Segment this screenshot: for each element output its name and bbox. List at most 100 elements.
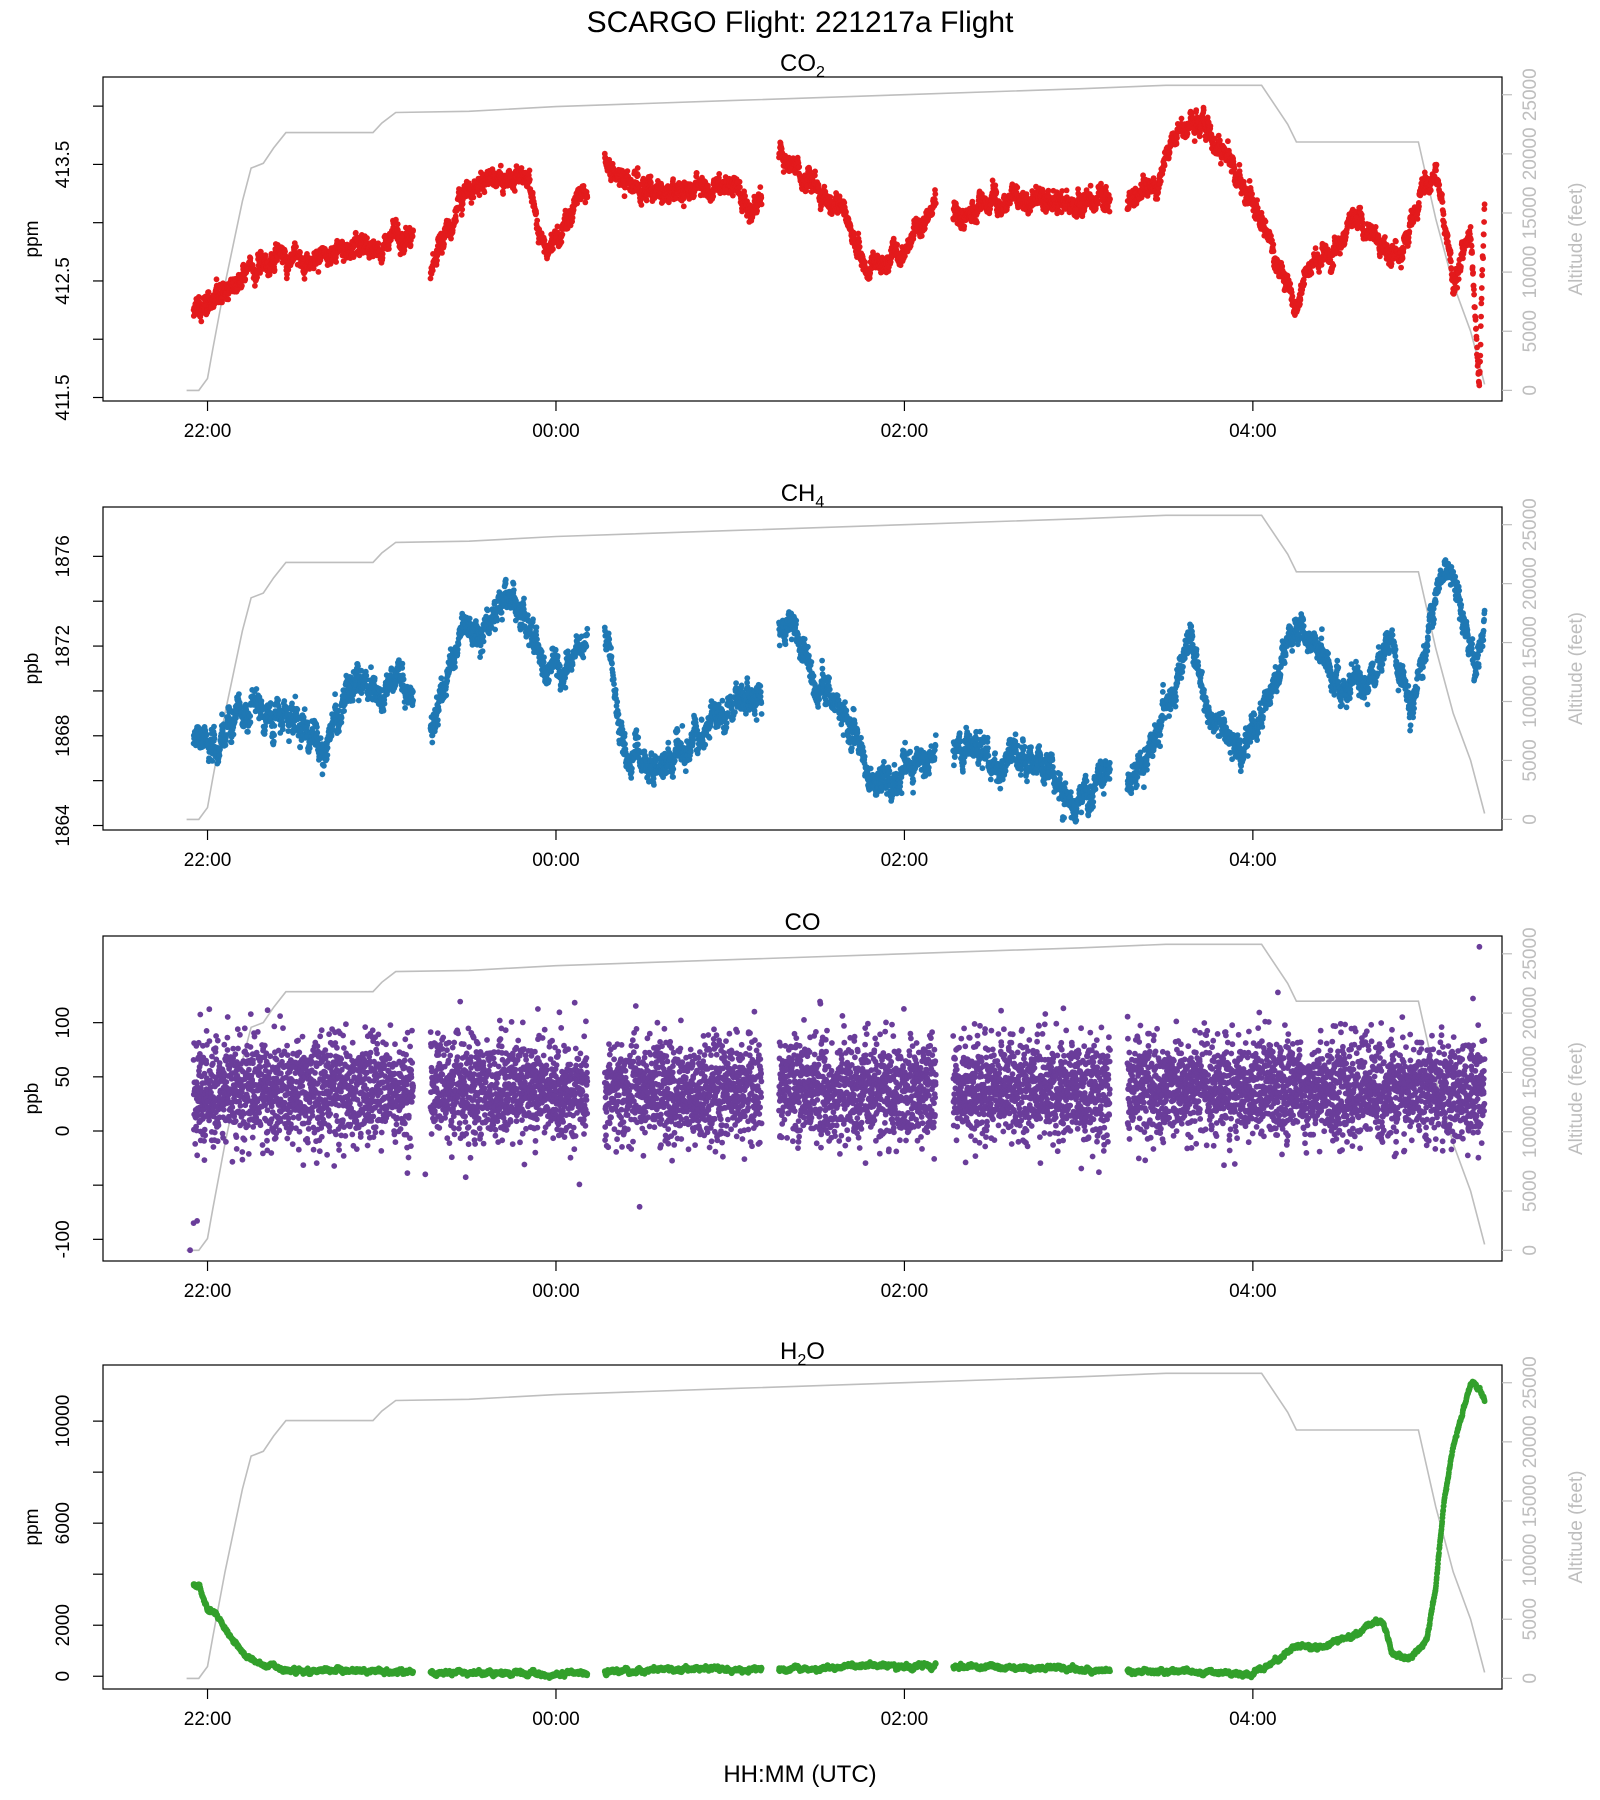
co2-point-31 <box>198 318 205 325</box>
co2-point-4643 <box>1433 161 1440 168</box>
co2-point-3551 <box>1161 162 1168 169</box>
ch4-point-53 <box>203 731 210 738</box>
co2-point-21 <box>195 294 202 300</box>
co2-point-3029 <box>1014 184 1021 191</box>
co2-ytick-label-4: 413.5 <box>53 141 74 189</box>
co2-point-4804 <box>1473 336 1480 342</box>
co2-point-4815 <box>1476 382 1483 389</box>
co2-point-1530 <box>606 156 613 163</box>
co2-point-3601 <box>1174 135 1180 141</box>
co2-point-4819 <box>1477 352 1484 359</box>
co2-alt-tick-label-0: 0 <box>1520 385 1541 396</box>
co2-point-741 <box>375 240 382 247</box>
co2-point-2616 <box>894 241 900 248</box>
co2-point-3401 <box>1107 196 1113 202</box>
co2-point-4817 <box>1476 368 1483 375</box>
ch4-point-104 <box>216 752 223 759</box>
co2-point-288 <box>262 252 269 259</box>
co2-point-4825 <box>1478 285 1485 291</box>
co2-point-1164 <box>497 162 504 169</box>
co2-point-1310 <box>534 217 541 224</box>
co2-point-881 <box>410 227 416 234</box>
co2-point-4781 <box>1468 236 1474 243</box>
co2-point-4507 <box>1399 255 1406 262</box>
co2-point-228 <box>247 255 254 262</box>
co2-point-3956 <box>1262 218 1269 225</box>
co2-point-4665 <box>1439 191 1445 198</box>
co2-point-3922 <box>1254 197 1260 204</box>
co2-point-4793 <box>1471 286 1477 293</box>
co2-point-207 <box>242 276 249 283</box>
co2-point-3735 <box>1207 123 1214 129</box>
co2-point-427 <box>297 249 303 256</box>
co2-point-1306 <box>533 210 540 217</box>
co2-point-1227 <box>513 163 520 170</box>
co2-point-4480 <box>1393 238 1399 245</box>
co2-point-3831 <box>1231 165 1238 172</box>
panels: CO2411.5412.5413.5ppm0500010000150002000… <box>22 50 1587 1730</box>
co2-point-4790 <box>1470 269 1476 276</box>
co2-point-4532 <box>1405 239 1412 246</box>
co2-point-4436 <box>1382 234 1388 240</box>
co2-point-1591 <box>621 193 628 200</box>
co2-point-4097 <box>1297 297 1304 303</box>
co2-point-4732 <box>1455 276 1462 282</box>
co2-alt-tick-label-1: 5000 <box>1520 310 1541 352</box>
co2-point-1645 <box>635 172 641 179</box>
co2-point-2769 <box>932 191 939 198</box>
co2-point-2026 <box>730 192 736 199</box>
co2-point-696 <box>364 235 370 241</box>
co2-point-4834 <box>1481 219 1487 225</box>
co2-point-4463 <box>1388 260 1395 267</box>
co2-point-1280 <box>526 176 533 183</box>
co2-point-1373 <box>550 246 556 253</box>
co2-point-1046 <box>468 200 475 206</box>
co2-point-2071 <box>741 188 747 195</box>
co2-point-882 <box>427 275 434 282</box>
co2-series <box>190 104 1488 389</box>
co2-point-1009 <box>459 206 466 213</box>
co2-point-3599 <box>1173 141 1180 147</box>
co2-point-3987 <box>1270 241 1277 248</box>
co2-point-1292 <box>529 189 536 196</box>
ch4-point-82 <box>211 723 217 730</box>
co2-point-4780 <box>1467 224 1474 230</box>
co2-point-2715 <box>918 233 925 239</box>
co2-point-1279 <box>526 167 533 174</box>
co2-point-4836 <box>1481 201 1488 208</box>
co2-point-3851 <box>1236 161 1243 168</box>
co2-xtick-label-2: 02:00 <box>881 421 929 442</box>
co2-point-4112 <box>1301 281 1308 287</box>
co2-point-871 <box>407 242 414 248</box>
co2-point-3892 <box>1246 178 1253 184</box>
co2-ytick-label-2: 412.5 <box>53 257 74 305</box>
co2-point-984 <box>453 218 459 224</box>
co2-point-1339 <box>541 237 548 244</box>
panel-co2: CO2411.5412.5413.5ppm0500010000150002000… <box>22 50 1587 442</box>
co2-point-246 <box>252 282 258 289</box>
co2-point-964 <box>448 235 454 242</box>
co2-point-1007 <box>458 211 465 218</box>
co2-point-4158 <box>1312 245 1319 252</box>
co2-point-4827 <box>1479 267 1486 273</box>
co2-point-1011 <box>459 201 466 208</box>
co2-point-784 <box>386 246 392 252</box>
co2-point-4831 <box>1480 243 1487 249</box>
co2-point-3385 <box>1103 183 1109 190</box>
co2-point-325 <box>271 267 278 273</box>
co2-xtick-label-0: 22:00 <box>184 421 232 442</box>
co2-point-2930 <box>989 177 996 184</box>
co2-point-92 <box>213 276 220 283</box>
figure-title: SCARGO Flight: 221217a Flight <box>587 6 1015 39</box>
co2-point-1696 <box>647 173 654 180</box>
co2-point-891 <box>429 267 436 274</box>
co2-point-1603 <box>624 168 631 175</box>
co2-alt-tick-label-3: 15000 <box>1520 187 1541 240</box>
co2-point-2466 <box>856 243 863 250</box>
co2-point-846 <box>401 247 408 254</box>
co2-point-4534 <box>1406 228 1413 235</box>
co2-point-1771 <box>666 197 673 204</box>
co2-point-2941 <box>992 182 999 189</box>
co2-point-4701 <box>1448 258 1454 265</box>
